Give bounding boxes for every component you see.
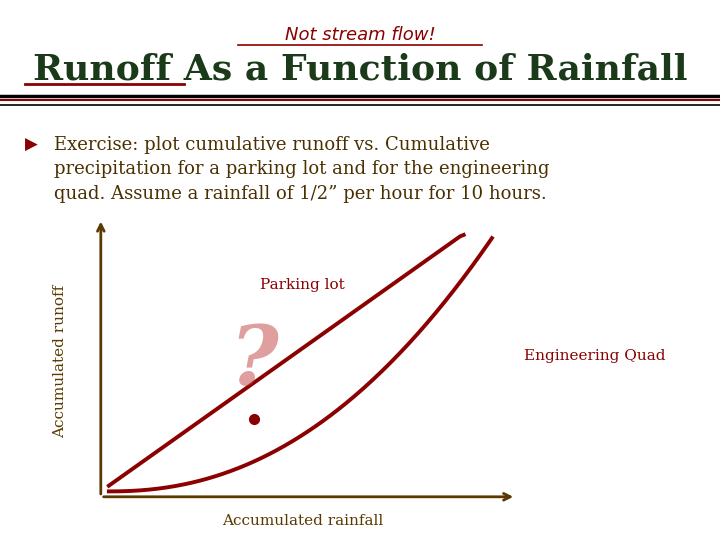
Text: Accumulated rainfall: Accumulated rainfall — [222, 514, 383, 528]
Text: Parking lot: Parking lot — [260, 278, 345, 292]
Text: Exercise: plot cumulative runoff vs. Cumulative: Exercise: plot cumulative runoff vs. Cum… — [54, 136, 490, 154]
Text: Not stream flow!: Not stream flow! — [284, 26, 436, 44]
Text: ?: ? — [230, 322, 279, 402]
Text: Accumulated runoff: Accumulated runoff — [53, 285, 68, 438]
Text: Runoff As a Function of Rainfall: Runoff As a Function of Rainfall — [32, 52, 688, 86]
Text: ▶: ▶ — [25, 136, 38, 154]
Text: Engineering Quad: Engineering Quad — [524, 349, 666, 363]
Text: quad. Assume a rainfall of 1/2” per hour for 10 hours.: quad. Assume a rainfall of 1/2” per hour… — [54, 185, 546, 202]
Text: precipitation for a parking lot and for the engineering: precipitation for a parking lot and for … — [54, 160, 549, 178]
